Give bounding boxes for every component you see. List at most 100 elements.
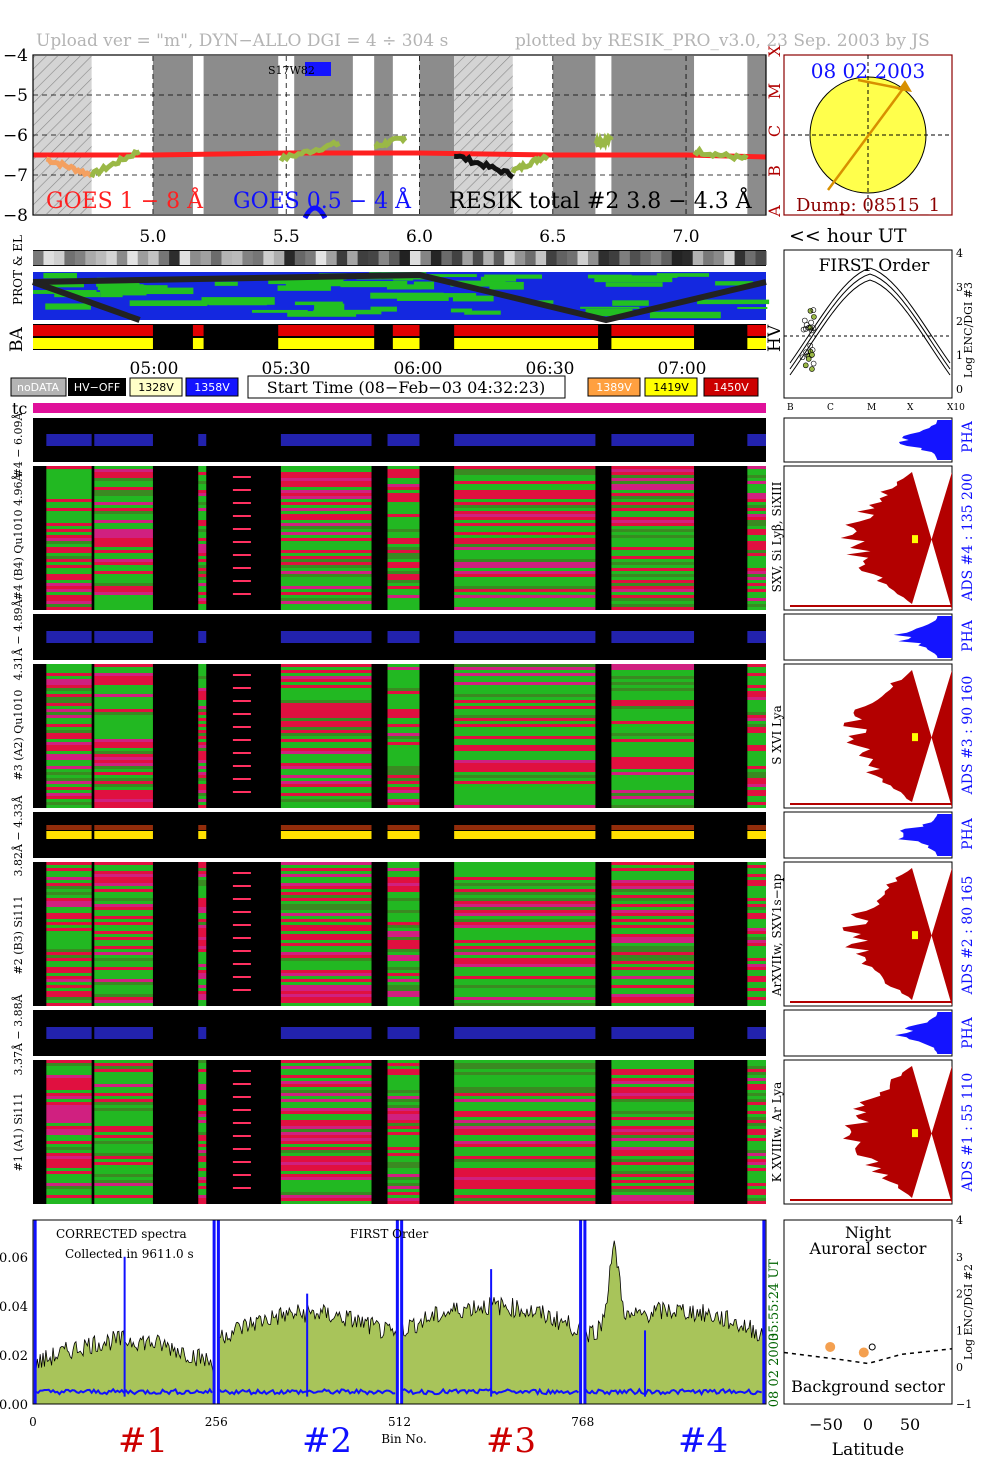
spectrogram-row [198,1069,207,1072]
spectrogram-row [280,514,372,517]
spectrogram-row [198,931,207,934]
spectrogram-dash [232,1070,251,1072]
spectrogram-row [611,1141,695,1144]
spectrogram-row [46,868,92,871]
spectrogram-row [198,1138,207,1141]
spectrogram-row [387,952,420,955]
spectrogram-row [387,1090,420,1093]
spectrogram-row [387,1132,420,1135]
orbit-patch [649,311,721,319]
spectrogram-row [387,970,420,973]
spectrogram-row [280,895,372,898]
first-order-y-tick: 4 [956,247,963,260]
spectrogram-row [46,514,92,517]
spectrogram-row [198,937,207,940]
spectrogram-row [387,751,420,754]
spectrogram-row [611,766,695,769]
spectrogram-row [198,535,207,538]
spectrogram-row [280,910,372,913]
spectrogram-row [454,1087,596,1090]
spectrogram-row [387,892,420,895]
spectrogram-row [387,1177,420,1180]
spectrogram-row [611,1165,695,1168]
prot-el-cell [127,251,139,265]
ads-histogram-5 [842,868,952,1006]
spectrogram-row [387,1120,420,1123]
first-order-y-label: Log ENC/DGI #3 [962,282,975,378]
spectrogram-row [46,757,92,760]
spectrogram-row [611,1177,695,1180]
spectrogram-row [454,1153,596,1156]
spectrogram-row [387,934,420,937]
prot-el-cell [305,251,317,265]
spectrogram-row [747,1060,766,1063]
spectrogram-row [454,958,596,961]
spectrogram-row [747,538,766,541]
spectrogram-row [94,505,153,508]
spectrogram-row [387,982,420,985]
pha-band [387,831,420,839]
spectrogram-row [611,946,695,949]
spectrogram-row [747,1180,766,1183]
spectrogram-row [46,1144,92,1147]
spectrogram-row [454,718,596,721]
spectrogram-row [611,1099,695,1102]
orbit-patch [452,295,494,302]
spectrogram-dash [232,1148,251,1150]
spectrogram-row [198,583,207,586]
spectrogram-row [46,1126,92,1129]
spectrogram-row [454,991,596,994]
spectrogram-row [198,1126,207,1129]
spectrogram-row [747,1159,766,1162]
spectrogram-row [611,772,695,775]
ch2-lines-label: ArXVIIw, SXV1s−np [770,874,784,998]
spectrogram-row [611,595,695,598]
orbit-track-start [31,279,141,323]
spectrogram-row [198,730,207,733]
spectrogram-row [94,1003,153,1006]
spectrogram-row [198,1078,207,1081]
tc-bar [33,403,766,413]
spectrogram-row [747,559,766,562]
spectrogram-row [747,721,766,724]
spectrogram-dash [232,1083,251,1085]
spectrogram-row [94,589,153,592]
spectrogram-row [280,877,372,880]
spectrogram-row [747,964,766,967]
latitude-panel: Night Auroral sector Background sector L… [783,1214,975,1460]
spectrogram-row [46,751,92,754]
spectrum-first-order: FIRST Order [350,1227,428,1241]
spectrogram-row [747,1135,766,1138]
spectrogram-row [46,982,92,985]
spectrogram-row [46,1180,92,1183]
spectrogram-row [198,541,207,544]
pha-band [747,1027,766,1039]
spectrogram-row [46,532,92,535]
spectrogram-row [387,574,420,577]
goes-x-tick: 5.5 [273,227,300,247]
spectrogram-row [747,955,766,958]
pha-band [454,434,596,446]
spectrogram-dash [232,580,251,582]
spectrogram-row [747,568,766,571]
spectrogram-row [198,763,207,766]
spectrogram-row [611,1063,695,1066]
spectrogram-row [747,907,766,910]
spectrogram-row [94,532,153,535]
spectrogram-row [611,520,695,523]
spectrogram-row [198,892,207,895]
spectrogram-row [280,1111,372,1114]
spectrogram-row [747,700,766,703]
spectrogram-row [387,601,420,604]
spectrogram-dash [232,791,251,793]
first-order-curve-1 [789,273,951,370]
spectrogram-row [198,865,207,868]
spectrogram-row [611,1075,695,1078]
spectrogram-row [454,1123,596,1126]
spectrogram-row [611,796,695,799]
spectrogram-row [280,1156,372,1159]
spectrogram-row [747,586,766,589]
spectrogram-row [46,1120,92,1123]
ch3-pha-tag: PHA [960,619,976,652]
spectrogram-row [198,1159,207,1162]
